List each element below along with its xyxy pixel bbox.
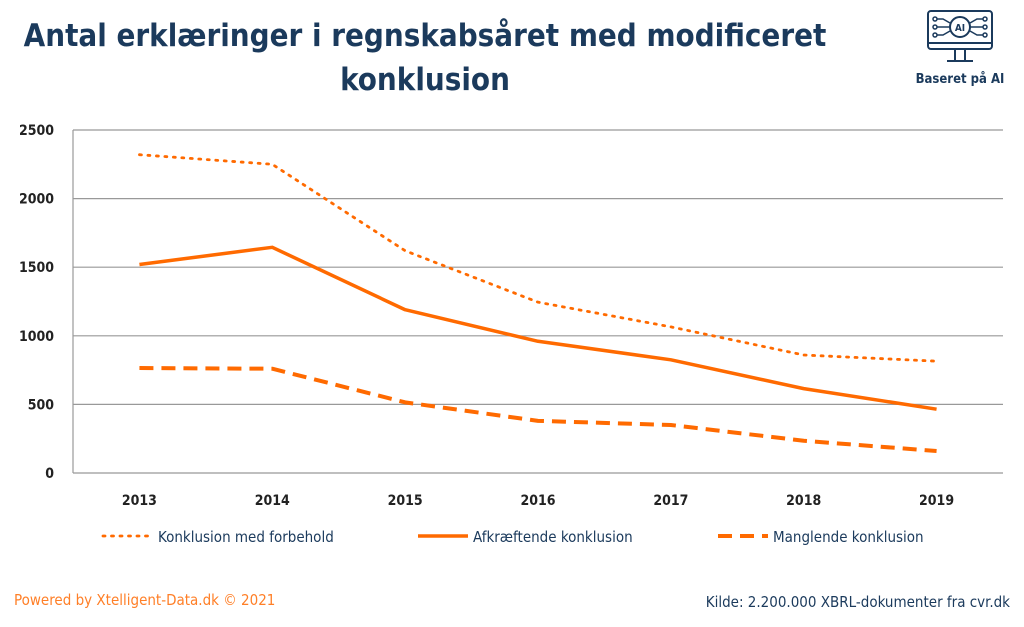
series-line-2 xyxy=(139,366,937,454)
y-tick-label: 500 xyxy=(28,397,55,413)
y-tick-label: 0 xyxy=(45,466,54,482)
x-tick-label: 2015 xyxy=(388,493,423,509)
x-tick-label: 2017 xyxy=(653,493,688,509)
y-tick-label: 2500 xyxy=(19,123,54,139)
x-tick-label: 2016 xyxy=(520,493,555,509)
x-tick-label: 2013 xyxy=(122,493,157,509)
ai-badge: AI Baseret på AI xyxy=(900,8,1020,87)
powered-by-text: Powered by Xtelligent-Data.dk © 2021 xyxy=(14,591,276,609)
x-tick-label: 2014 xyxy=(255,493,290,509)
source-text: Kilde: 2.200.000 XBRL-dokumenter fra cvr… xyxy=(705,593,1010,611)
series-line-0 xyxy=(138,153,938,363)
y-tick-label: 1500 xyxy=(19,260,54,276)
badge-label: Baseret på AI xyxy=(915,72,1005,87)
chart-title: Antal erklæringer i regnskabsåret med mo… xyxy=(23,18,827,98)
svg-text:AI: AI xyxy=(955,23,965,34)
x-tick-label: 2018 xyxy=(786,493,821,509)
ai-monitor-icon: AI xyxy=(927,10,993,62)
legend-label: Afkræftende konklusion xyxy=(473,528,633,546)
legend-label: Konklusion med forbehold xyxy=(158,528,334,546)
y-tick-label: 2000 xyxy=(19,192,54,208)
legend-label: Manglende konklusion xyxy=(773,528,924,546)
series-line-1 xyxy=(139,245,937,411)
x-tick-label: 2019 xyxy=(919,493,954,509)
y-tick-label: 1000 xyxy=(19,329,54,345)
